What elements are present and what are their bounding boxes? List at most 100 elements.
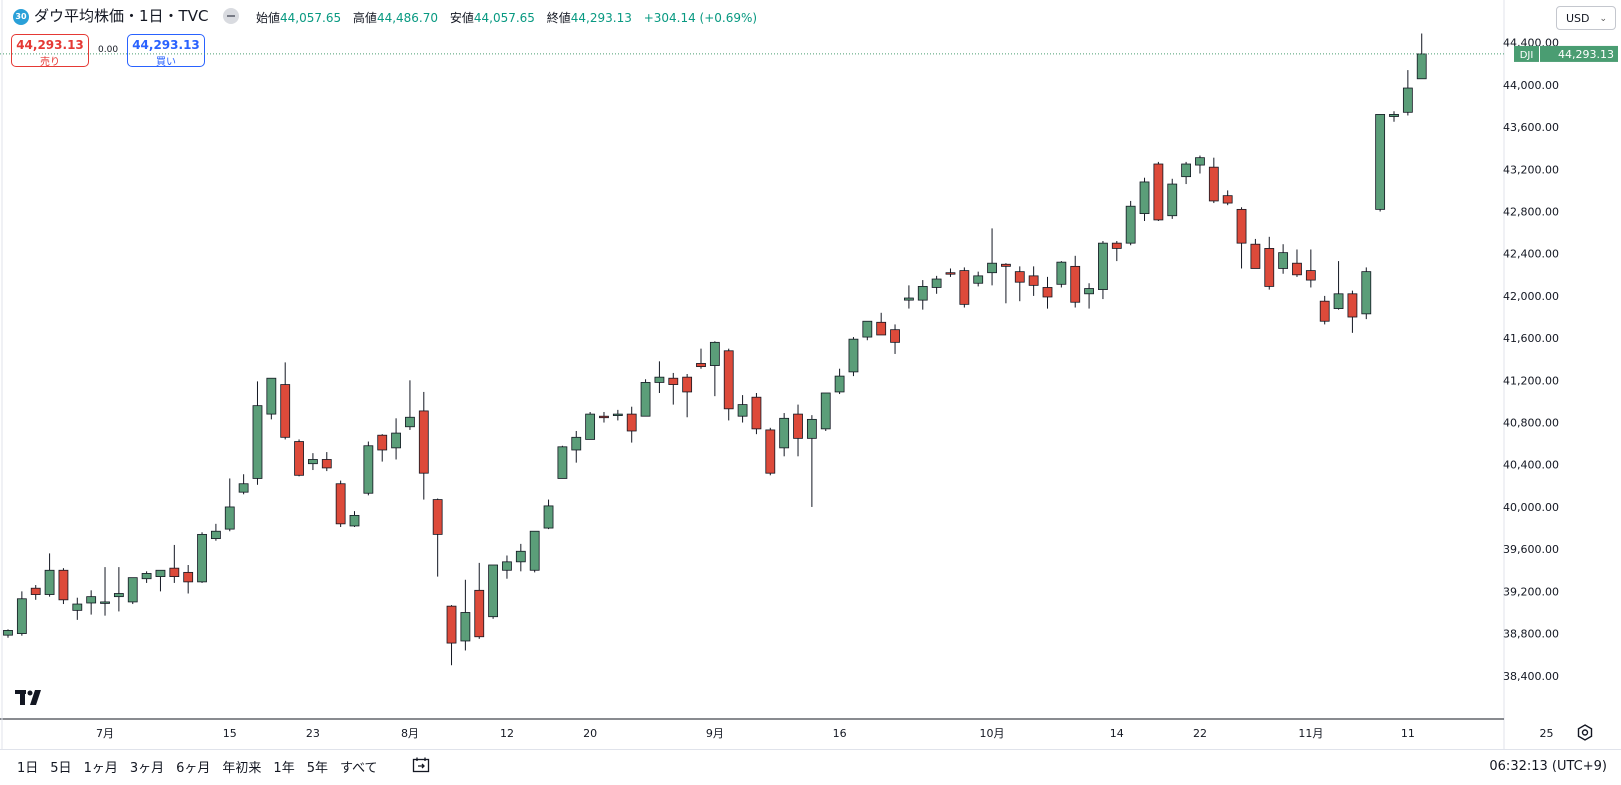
candle-body[interactable] [682, 376, 693, 393]
range-3m[interactable]: 3ヶ月 [129, 761, 165, 776]
candle-body[interactable] [876, 321, 887, 336]
candle-body[interactable] [141, 573, 152, 580]
candle-body[interactable] [294, 441, 304, 476]
candle-body[interactable] [432, 499, 443, 535]
candle-body[interactable] [1375, 114, 1386, 210]
candle-body[interactable] [987, 262, 997, 274]
candle-body[interactable] [210, 530, 221, 540]
candle-body[interactable] [1208, 166, 1219, 202]
candle-body[interactable] [848, 338, 859, 373]
candle-body[interactable] [1416, 53, 1427, 80]
range-6m[interactable]: 6ヶ月 [176, 761, 211, 776]
candle-body[interactable] [474, 589, 485, 638]
candle-body[interactable] [959, 270, 970, 305]
candle-body[interactable] [460, 612, 471, 642]
range-5y[interactable]: 5年 [306, 761, 328, 776]
candle-body[interactable] [1319, 300, 1330, 322]
candle-body[interactable] [308, 459, 318, 465]
candle-body[interactable] [30, 587, 41, 595]
candle-body[interactable] [1333, 293, 1344, 309]
candle-body[interactable] [100, 601, 110, 604]
gear-icon[interactable] [1576, 724, 1594, 742]
minus-icon[interactable] [223, 8, 239, 24]
candle-body[interactable] [890, 329, 900, 343]
candle-body[interactable] [1181, 163, 1191, 178]
candle-body[interactable] [1250, 243, 1261, 269]
candle-body[interactable] [779, 417, 790, 449]
candle-body[interactable] [113, 593, 124, 598]
range-all[interactable]: すべて [339, 761, 378, 776]
candle-body[interactable] [1402, 87, 1413, 113]
buy-button[interactable]: 44,293.13 買い [127, 34, 205, 68]
candle-body[interactable] [252, 405, 263, 479]
candle-body[interactable] [973, 275, 984, 284]
candle-body[interactable] [238, 483, 249, 493]
candle-body[interactable] [1264, 248, 1275, 287]
candle-body[interactable] [1070, 265, 1081, 303]
candle-body[interactable] [862, 320, 873, 338]
candle-body[interactable] [737, 404, 748, 417]
candle-body[interactable] [197, 533, 207, 583]
candle-body[interactable] [599, 415, 609, 419]
candle-body[interactable] [1389, 114, 1399, 117]
candle-body[interactable] [321, 459, 332, 469]
candle-body[interactable] [1361, 271, 1372, 315]
candle-body[interactable] [1278, 252, 1289, 269]
candle-body[interactable] [1098, 242, 1108, 290]
candle-body[interactable] [917, 286, 928, 301]
candle-body[interactable] [488, 564, 499, 618]
candle-body[interactable] [626, 413, 637, 432]
candle-body[interactable] [1222, 195, 1233, 204]
candle-body[interactable] [751, 396, 762, 430]
candle-body[interactable] [806, 418, 817, 439]
candle-body[interactable] [1111, 242, 1122, 249]
candle-body[interactable] [1056, 261, 1067, 285]
candle-body[interactable] [820, 392, 831, 430]
candle-body[interactable] [1014, 271, 1025, 283]
candle-body[interactable] [1195, 157, 1205, 166]
candle-body[interactable] [557, 446, 568, 479]
candlestick-chart[interactable]: 38,400.00 38,800.00 39,200.00 39,600.00 40,0… [0, 0, 1621, 749]
candle-body[interactable] [696, 363, 706, 368]
candle-body[interactable] [377, 434, 388, 451]
symbol-badge[interactable]: 30 [13, 9, 29, 25]
candle-body[interactable] [391, 432, 401, 449]
candle-body[interactable] [502, 561, 512, 571]
candle-body[interactable] [280, 384, 291, 438]
candle-body[interactable] [418, 410, 429, 474]
candle-body[interactable] [1042, 287, 1053, 298]
candle-body[interactable] [363, 445, 374, 494]
range-1y[interactable]: 1年 [273, 761, 295, 776]
candle-body[interactable] [543, 505, 554, 529]
candle-body[interactable] [571, 436, 582, 451]
candle-body[interactable] [155, 569, 166, 578]
candle-body[interactable] [612, 413, 623, 416]
candle-body[interactable] [904, 297, 914, 301]
candle-body[interactable] [266, 377, 277, 415]
candle-body[interactable] [529, 530, 540, 571]
candle-body[interactable] [1153, 163, 1164, 221]
candle-body[interactable] [515, 550, 526, 563]
candle-body[interactable] [668, 377, 679, 385]
candle-body[interactable] [1292, 262, 1302, 276]
candle-body[interactable] [945, 272, 956, 275]
clock-timezone[interactable]: 06:32:13 (UTC+9) [1489, 759, 1607, 774]
candle-body[interactable] [793, 413, 803, 439]
candle-body[interactable] [335, 483, 346, 525]
candle-body[interactable] [349, 514, 360, 527]
candle-body[interactable] [86, 596, 97, 604]
candle-body[interactable] [654, 376, 665, 383]
candle-body[interactable] [446, 605, 457, 644]
candle-body[interactable] [765, 429, 776, 474]
candle-body[interactable] [224, 506, 235, 530]
range-5d[interactable]: 5日 [50, 761, 72, 776]
candle-body[interactable] [3, 630, 13, 636]
chart-title[interactable]: ダウ平均株価・1日・TVC [34, 7, 209, 25]
candle-body[interactable] [709, 341, 720, 366]
range-1m[interactable]: 1ヶ月 [83, 761, 118, 776]
candle-body[interactable] [44, 569, 55, 595]
range-1d[interactable]: 1日 [17, 761, 39, 776]
candle-body[interactable] [1305, 270, 1316, 281]
currency-select[interactable]: USD ⌄ [1556, 6, 1616, 30]
candle-body[interactable] [723, 350, 734, 410]
